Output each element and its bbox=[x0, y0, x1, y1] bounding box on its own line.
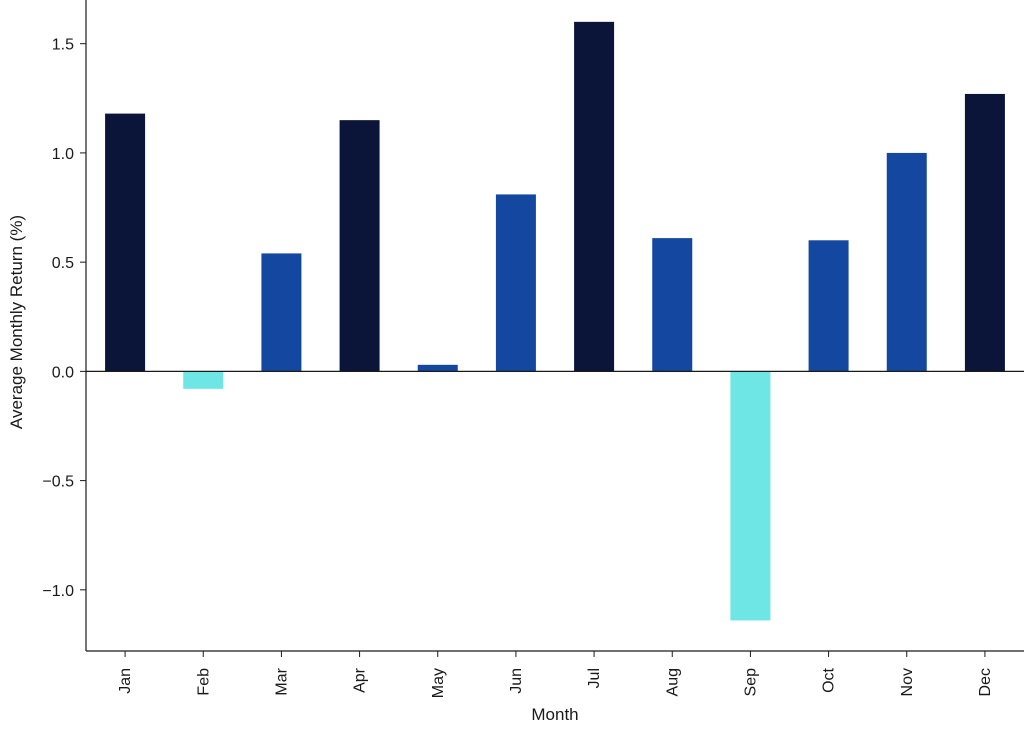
x-tick-label: Aug bbox=[664, 668, 681, 696]
x-tick-label: Oct bbox=[821, 667, 838, 692]
bar-nov bbox=[886, 152, 927, 372]
y-tick-label: 1.5 bbox=[52, 37, 74, 54]
bar-apr bbox=[339, 120, 380, 372]
x-tick-label: Nov bbox=[899, 668, 916, 696]
y-axis-title: Average Monthly Return (%) bbox=[7, 215, 26, 429]
bars bbox=[105, 21, 1005, 621]
x-tick-label: Apr bbox=[352, 667, 369, 693]
bar-aug bbox=[652, 238, 693, 372]
x-tick-label: Sep bbox=[742, 668, 759, 697]
bar-oct bbox=[808, 240, 849, 372]
x-tick-label: Jul bbox=[586, 668, 603, 688]
x-tick-label: Jun bbox=[508, 668, 525, 694]
bar-jul bbox=[574, 21, 615, 372]
x-tick-label: May bbox=[430, 668, 447, 698]
bar-jun bbox=[495, 194, 536, 372]
bar-sep bbox=[730, 371, 771, 621]
y-tick-label: −1.0 bbox=[42, 583, 74, 600]
x-tick-label: Jan bbox=[117, 668, 134, 694]
x-axis-title: Month bbox=[531, 705, 578, 724]
x-tick-label: Feb bbox=[195, 668, 212, 696]
bar-mar bbox=[261, 253, 302, 372]
bar-feb bbox=[183, 371, 224, 389]
bar-dec bbox=[964, 93, 1005, 372]
y-tick-label: 0.0 bbox=[52, 364, 74, 381]
bar-jan bbox=[105, 113, 146, 372]
x-axis-ticks: Jan Feb Mar Apr May Jun Jul Aug Sep Oct Nov Dec bbox=[117, 651, 994, 698]
y-tick-label: 0.5 bbox=[52, 255, 74, 272]
y-tick-label: −0.5 bbox=[42, 474, 74, 491]
bar-may bbox=[417, 364, 458, 372]
y-tick-label: 1.0 bbox=[52, 146, 74, 163]
x-tick-label: Dec bbox=[977, 668, 994, 696]
y-axis-ticks: −1.0 −0.5 0.0 0.5 1.0 1.5 bbox=[42, 37, 86, 600]
x-tick-label: Mar bbox=[273, 667, 290, 695]
